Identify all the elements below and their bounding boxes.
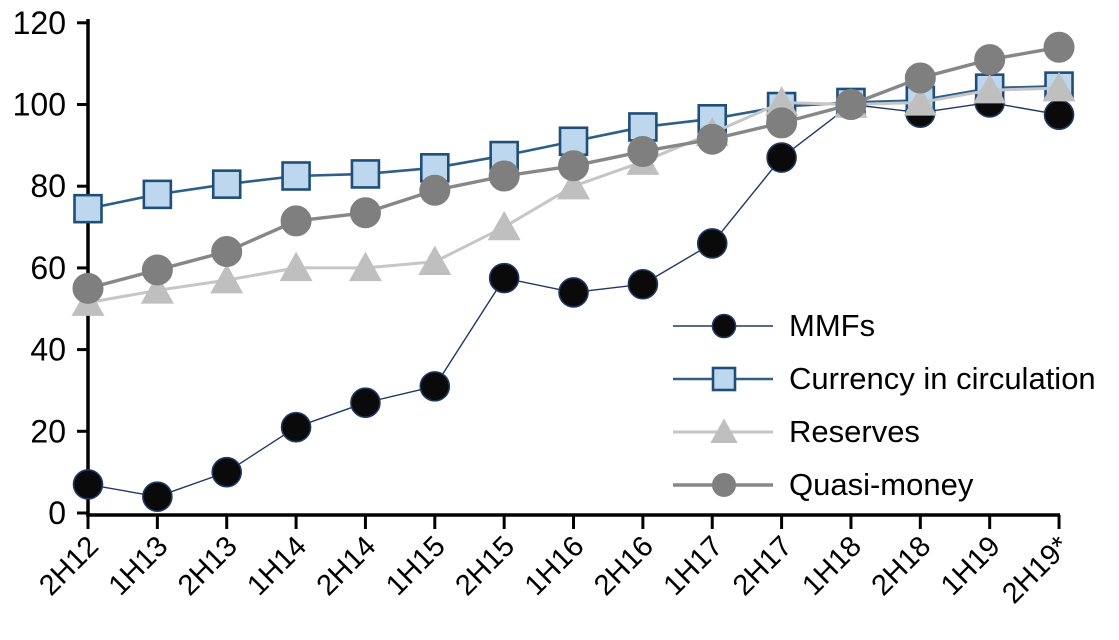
legend-marker-reserves-icon — [673, 418, 773, 443]
x-axis-tick-label: 2H14 — [311, 530, 383, 602]
data-point-marker — [418, 245, 452, 275]
data-point-marker — [142, 481, 173, 512]
data-point-marker — [710, 418, 738, 443]
legend-label-quasi-money: Quasi-money — [789, 467, 974, 502]
legend-item-reserves: Reserves — [669, 405, 1096, 458]
data-point-marker — [72, 272, 104, 304]
data-point-marker — [419, 174, 451, 206]
data-point-marker — [211, 456, 243, 488]
legend-marker-quasi-money-icon — [673, 472, 773, 497]
data-point-marker — [766, 142, 797, 173]
x-axis-tick-label: 1H16 — [519, 530, 591, 602]
data-point-marker — [280, 205, 312, 237]
x-axis-tick-label: 2H17 — [727, 530, 799, 602]
data-point-marker — [903, 86, 937, 116]
data-point-marker — [1043, 31, 1075, 63]
data-point-marker — [211, 169, 242, 199]
legend-label-currency: Currency in circulation — [789, 361, 1096, 396]
data-point-marker — [557, 170, 591, 200]
x-axis-tick-label: 1H19 — [935, 530, 1007, 602]
data-point-marker — [835, 89, 867, 120]
data-point-marker — [712, 472, 736, 497]
data-point-marker — [350, 159, 381, 189]
legend: MMFs Currency in circulation Reserves Qu… — [669, 299, 1096, 511]
legend-item-quasi-money: Quasi-money — [669, 458, 1096, 511]
y-axis-tick-label: 0 — [48, 495, 66, 531]
data-point-marker — [766, 107, 798, 139]
data-point-marker — [696, 123, 728, 155]
x-axis-tick-label: 1H17 — [658, 530, 730, 602]
data-point-marker — [348, 251, 382, 282]
data-point-marker — [142, 179, 173, 210]
y-axis-tick-label: 80 — [30, 168, 66, 204]
data-point-marker — [140, 274, 174, 304]
x-axis-tick-label: 1H18 — [796, 530, 868, 602]
series-quasi-money — [72, 31, 1075, 304]
data-point-marker — [488, 160, 520, 192]
data-point-marker — [765, 86, 799, 116]
y-axis-tick-label: 20 — [30, 413, 66, 449]
data-point-marker — [488, 262, 520, 294]
y-axis-tick-label: 40 — [30, 332, 66, 368]
x-axis-tick-label: 2H16 — [588, 530, 660, 602]
y-axis-tick-label: 120 — [13, 5, 66, 41]
data-point-marker — [349, 197, 381, 229]
data-point-marker — [350, 387, 381, 419]
data-point-marker — [1043, 99, 1075, 131]
legend-marker-currency-icon — [673, 366, 773, 391]
data-point-marker — [696, 228, 728, 259]
x-axis-tick-label: 1H15 — [380, 530, 452, 602]
data-point-marker — [558, 277, 589, 308]
legend-marker-mmfs-icon — [673, 313, 773, 338]
legend-item-mmfs: MMFs — [669, 299, 1096, 352]
x-axis-tick-label: 1H13 — [103, 530, 175, 602]
x-axis-tick-label: 2H15 — [449, 530, 521, 602]
data-point-marker — [628, 112, 658, 142]
x-axis-tick-label: 2H18 — [866, 530, 938, 602]
data-point-marker — [211, 236, 243, 268]
data-point-marker — [627, 135, 659, 167]
data-point-marker — [904, 62, 936, 94]
data-point-marker — [974, 44, 1006, 76]
x-axis-tick-label: 2H19* — [996, 530, 1076, 610]
legend-item-currency: Currency in circulation — [669, 352, 1096, 405]
data-point-marker — [73, 193, 103, 224]
data-point-marker — [627, 268, 659, 300]
y-axis-tick-label: 100 — [13, 87, 66, 123]
data-point-marker — [558, 150, 590, 182]
data-point-marker — [279, 251, 313, 282]
legend-label-reserves: Reserves — [789, 414, 920, 449]
data-point-marker — [280, 411, 312, 443]
legend-label-mmfs: MMFs — [789, 308, 876, 343]
data-point-marker — [1042, 71, 1076, 102]
x-axis-tick-label: 1H14 — [241, 530, 313, 602]
data-point-marker — [973, 74, 1007, 104]
data-point-marker — [281, 161, 311, 191]
data-point-marker — [711, 366, 737, 391]
data-point-marker — [72, 469, 104, 500]
data-point-marker — [487, 210, 521, 241]
data-point-marker — [711, 313, 737, 338]
data-point-marker — [210, 263, 244, 294]
data-point-marker — [141, 254, 173, 286]
x-axis-tick-label: 2H13 — [172, 530, 244, 602]
data-point-marker — [419, 371, 451, 402]
y-axis-tick-label: 60 — [30, 250, 66, 286]
x-axis-tick-label: 2H12 — [33, 530, 105, 602]
